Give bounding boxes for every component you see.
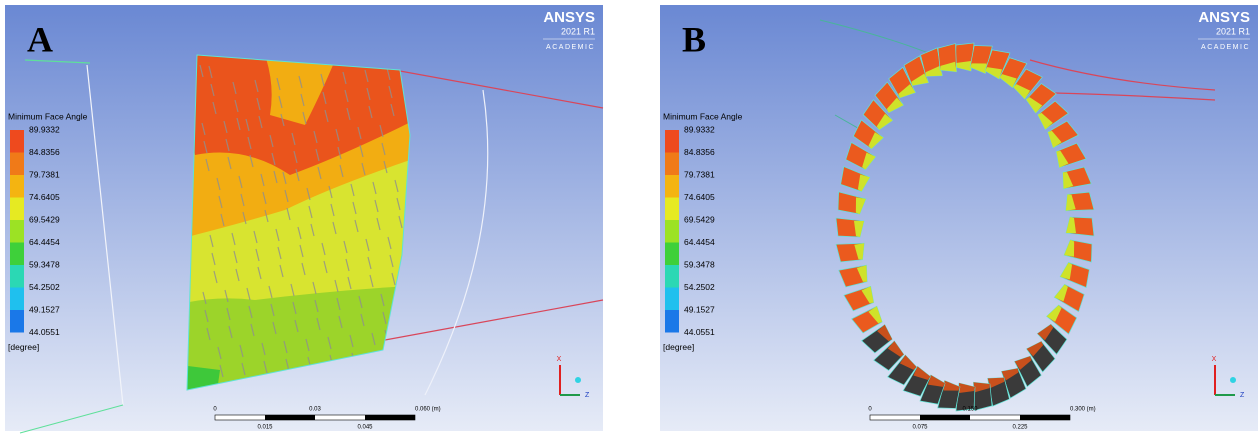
brand-version: 2021 R1 xyxy=(1216,26,1250,36)
legend-swatch xyxy=(665,130,679,153)
legend-value: 69.5429 xyxy=(29,214,60,224)
legend-value: 89.9332 xyxy=(29,124,60,134)
axis-label: Z xyxy=(1240,392,1245,399)
brand-edition: ACADEMIC xyxy=(546,44,595,51)
legend-swatch xyxy=(10,310,24,333)
scale-label: 0.150 xyxy=(962,407,978,413)
legend-value: 44.0551 xyxy=(29,327,60,337)
scale-bar xyxy=(920,415,970,420)
legend-unit: [degree] xyxy=(8,342,39,352)
scale-label: 0.075 xyxy=(912,425,928,431)
axis-label: Z xyxy=(585,392,590,399)
axis-label: X xyxy=(1212,356,1217,363)
legend-swatch xyxy=(665,220,679,243)
axis-y xyxy=(1230,377,1236,383)
scale-label: 0.015 xyxy=(257,425,273,431)
legend-swatch xyxy=(665,243,679,266)
scale-bar xyxy=(1020,415,1070,420)
legend-unit: [degree] xyxy=(663,342,694,352)
scale-bar xyxy=(365,415,415,420)
brand-name: ANSYS xyxy=(543,9,595,26)
legend-value: 74.6405 xyxy=(684,192,715,202)
legend-value: 89.9332 xyxy=(684,124,715,134)
legend-swatch xyxy=(10,130,24,153)
viewport-panel: A ANSYS2021 R1 ACADEMIC Minimum Face Angle 8… xyxy=(5,5,603,433)
legend-swatch xyxy=(665,175,679,198)
legend-swatch xyxy=(665,310,679,333)
legend-swatch xyxy=(10,265,24,288)
legend-swatch xyxy=(10,153,24,176)
scale-label: 0.060 (m) xyxy=(415,407,441,413)
legend-swatch xyxy=(665,153,679,176)
figure: AANSYS2021 R1ACADEMICMinimum Face Angle8… xyxy=(0,0,1260,435)
viewport-panel: B ANSYS2021 R1 ACADEMIC Minimum Face Angle 8… xyxy=(660,5,1258,431)
legend-title: Minimum Face Angle xyxy=(8,111,88,121)
blade-wedge xyxy=(836,218,864,237)
legend-value: 44.0551 xyxy=(684,327,715,337)
panel-label: A xyxy=(27,19,53,59)
scale-label: 0.045 xyxy=(357,425,373,431)
legend-swatch xyxy=(665,288,679,311)
scale-label: 0.300 (m) xyxy=(1070,407,1096,413)
legend-value: 54.2502 xyxy=(29,282,60,292)
legend-value: 59.3478 xyxy=(684,259,715,269)
legend-value: 84.8356 xyxy=(29,147,60,157)
scale-label: 0.03 xyxy=(309,407,321,413)
blade-wedge xyxy=(1066,217,1094,236)
legend-swatch xyxy=(10,175,24,198)
legend-value: 84.8356 xyxy=(684,147,715,157)
legend-value: 79.7381 xyxy=(684,169,715,179)
legend-value: 49.1527 xyxy=(684,304,715,314)
legend-value: 69.5429 xyxy=(684,214,715,224)
axis-label: X xyxy=(557,356,562,363)
legend-swatch xyxy=(10,288,24,311)
legend-swatch xyxy=(10,220,24,243)
legend-swatch xyxy=(665,198,679,221)
legend-swatch xyxy=(10,198,24,221)
legend-title: Minimum Face Angle xyxy=(663,111,743,121)
legend-swatch xyxy=(665,265,679,288)
legend-value: 79.7381 xyxy=(29,169,60,179)
brand-edition: ACADEMIC xyxy=(1201,44,1250,51)
legend-value: 59.3478 xyxy=(29,259,60,269)
legend-swatch xyxy=(10,243,24,266)
legend-value: 64.4454 xyxy=(684,237,715,247)
axis-y xyxy=(575,377,581,383)
panel-label: B xyxy=(682,19,706,59)
viewport-background xyxy=(660,5,1258,431)
legend-value: 49.1527 xyxy=(29,304,60,314)
scale-bar xyxy=(265,415,315,420)
legend-value: 54.2502 xyxy=(684,282,715,292)
legend-value: 64.4454 xyxy=(29,237,60,247)
legend-value: 74.6405 xyxy=(29,192,60,202)
scale-label: 0.225 xyxy=(1012,425,1028,431)
brand-version: 2021 R1 xyxy=(561,26,595,36)
brand-name: ANSYS xyxy=(1198,9,1250,26)
